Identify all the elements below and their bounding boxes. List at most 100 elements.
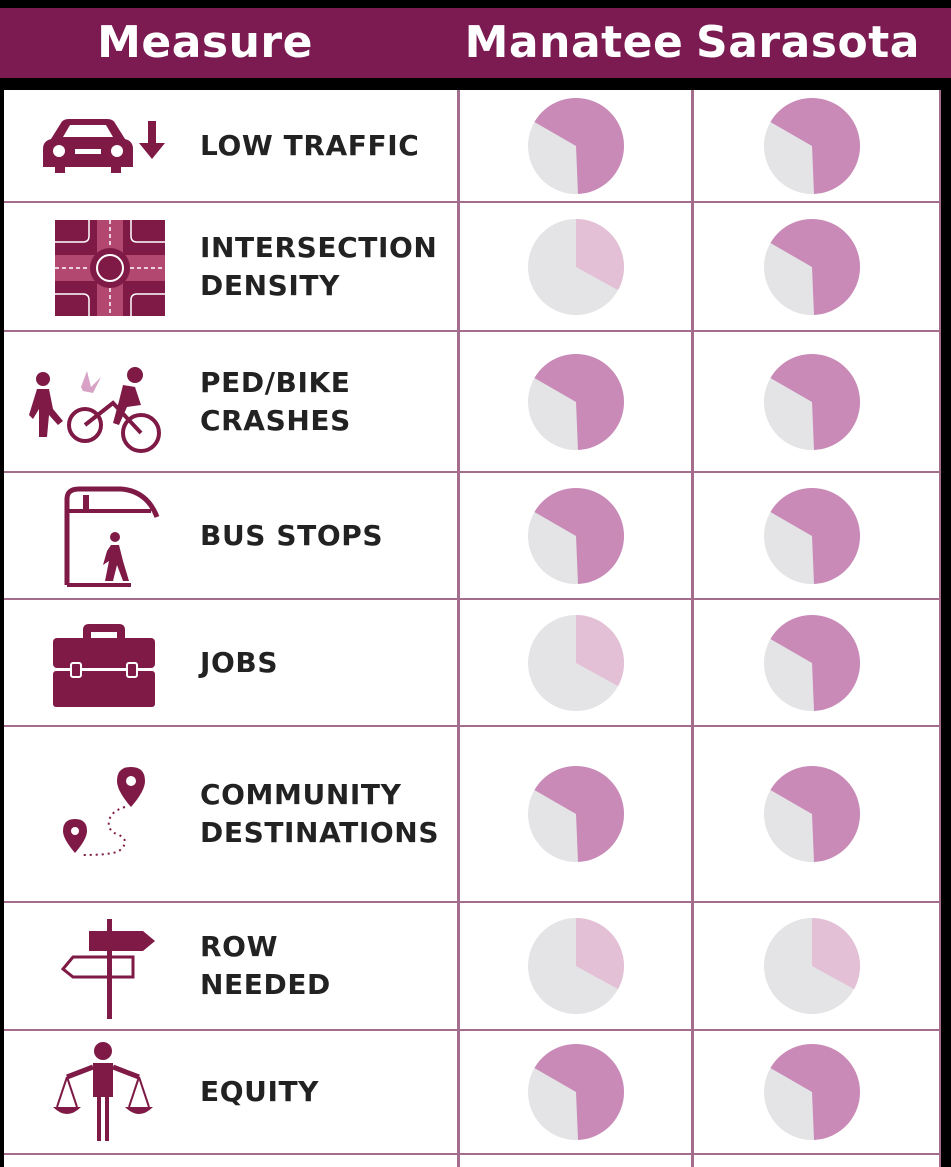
sarasota-pie-slice — [770, 487, 860, 584]
manatee-cell — [460, 1031, 691, 1153]
sarasota-pie — [764, 97, 860, 194]
sarasota-pie-slice — [770, 353, 860, 450]
manatee-pie-slice — [576, 918, 624, 990]
manatee-pie-slice — [576, 218, 624, 290]
sarasota-pie-slice — [770, 97, 860, 194]
measure-icon-box — [18, 473, 188, 598]
header-measure: Measure — [97, 17, 313, 68]
sarasota-pie-wrap — [694, 903, 939, 1029]
briefcase-icon — [53, 623, 155, 707]
manatee-pie-wrap — [460, 903, 691, 1029]
sarasota-pie-wrap — [694, 473, 939, 598]
partial-row-cell — [4, 1155, 457, 1167]
partial-row-cell — [694, 1155, 939, 1167]
manatee-pie-slice — [534, 487, 624, 584]
manatee-pie — [528, 218, 624, 315]
measure-label: COMMUNITY DESTINATIONS — [200, 727, 439, 901]
measure-icon-box — [18, 903, 188, 1029]
measure-label-line: ROW — [200, 930, 279, 963]
manatee-pie — [528, 97, 624, 194]
manatee-pie — [528, 766, 624, 862]
sarasota-pie — [764, 766, 860, 862]
measure-label: ROW NEEDED — [200, 903, 331, 1029]
manatee-pie — [528, 487, 624, 584]
sarasota-pie-slice — [770, 614, 860, 711]
manatee-pie — [528, 614, 624, 711]
measure-label-line: DESTINATIONS — [200, 816, 440, 849]
sarasota-cell — [694, 1031, 939, 1153]
measure-label-line: PED/BIKE — [200, 365, 351, 399]
measure-icon-box — [18, 332, 188, 471]
sarasota-cell — [694, 203, 939, 330]
measure-label-line: JOBS — [200, 645, 279, 679]
partial-row-cell — [460, 1155, 691, 1167]
manatee-pie-wrap — [460, 90, 691, 201]
measure-cell: LOW TRAFFIC — [4, 90, 457, 201]
measure-label-line: INTERSECTION — [200, 230, 438, 264]
sarasota-pie-wrap — [694, 727, 939, 901]
manatee-cell — [460, 473, 691, 598]
measure-cell: INTERSECTION DENSITY — [4, 203, 457, 330]
measure-cell: BUS STOPS — [4, 473, 457, 598]
sarasota-pie-wrap — [694, 332, 939, 471]
manatee-pie-wrap — [460, 600, 691, 725]
measure-label-line: DENSITY — [200, 268, 340, 302]
sarasota-pie — [764, 918, 860, 1014]
sarasota-pie — [764, 614, 860, 711]
measure-label-line: BUS STOPS — [200, 518, 384, 552]
measure-label: BUS STOPS — [200, 473, 383, 598]
manatee-pie — [528, 353, 624, 450]
manatee-pie-slice — [534, 766, 624, 862]
sarasota-cell — [694, 727, 939, 901]
sarasota-cell — [694, 473, 939, 598]
measure-cell: EQUITY — [4, 1031, 457, 1153]
measure-label-line: NEEDED — [200, 968, 331, 1001]
sarasota-pie-wrap — [694, 90, 939, 201]
measure-label-line: CRASHES — [200, 403, 351, 437]
measure-label: PED/BIKE CRASHES — [200, 332, 351, 471]
measure-icon-box — [18, 600, 188, 725]
sarasota-cell — [694, 332, 939, 471]
intersection-density-icon — [55, 219, 165, 316]
header-manatee: Manatee — [464, 17, 684, 68]
measure-icon-box — [18, 90, 188, 201]
equity-scales-icon — [53, 1042, 153, 1141]
manatee-pie-slice — [534, 1044, 624, 1140]
measure-icon-box — [18, 727, 188, 901]
signpost-icon — [60, 919, 155, 1019]
sarasota-pie — [764, 353, 860, 450]
table-header: Measure Manatee Sarasota — [0, 8, 951, 78]
sarasota-pie — [764, 487, 860, 584]
car-low-traffic-icon — [43, 118, 165, 173]
header-sarasota: Sarasota — [696, 17, 920, 68]
sarasota-pie-slice — [812, 918, 860, 990]
manatee-cell — [460, 903, 691, 1029]
sarasota-pie-wrap — [694, 600, 939, 725]
manatee-pie-wrap — [460, 473, 691, 598]
measure-cell: PED/BIKE CRASHES — [4, 332, 457, 471]
manatee-cell — [460, 203, 691, 330]
manatee-pie-wrap — [460, 332, 691, 471]
measure-label-line: COMMUNITY — [200, 778, 402, 811]
measures-table: LOW TRAFFIC INTERSECTION DENSITY PED/BIKE CR… — [4, 90, 941, 1167]
manatee-pie-slice — [534, 97, 624, 194]
sarasota-pie-wrap — [694, 1031, 939, 1153]
measure-label: INTERSECTION DENSITY — [200, 203, 437, 330]
sarasota-cell — [694, 600, 939, 725]
manatee-pie-wrap — [460, 1031, 691, 1153]
manatee-pie-wrap — [460, 727, 691, 901]
measure-icon-box — [18, 1031, 188, 1153]
measure-label-line: EQUITY — [200, 1075, 320, 1108]
measure-label-line: LOW TRAFFIC — [200, 128, 420, 162]
ped-bike-crash-icon — [29, 366, 161, 453]
sarasota-pie-slice — [770, 766, 860, 862]
manatee-cell — [460, 600, 691, 725]
manatee-pie-wrap — [460, 203, 691, 330]
manatee-pie-slice — [534, 353, 624, 450]
measure-label: EQUITY — [200, 1031, 319, 1153]
map-route-icon — [63, 767, 145, 856]
manatee-cell — [460, 332, 691, 471]
sarasota-pie — [764, 218, 860, 315]
measure-cell: ROW NEEDED — [4, 903, 457, 1029]
manatee-cell — [460, 727, 691, 901]
